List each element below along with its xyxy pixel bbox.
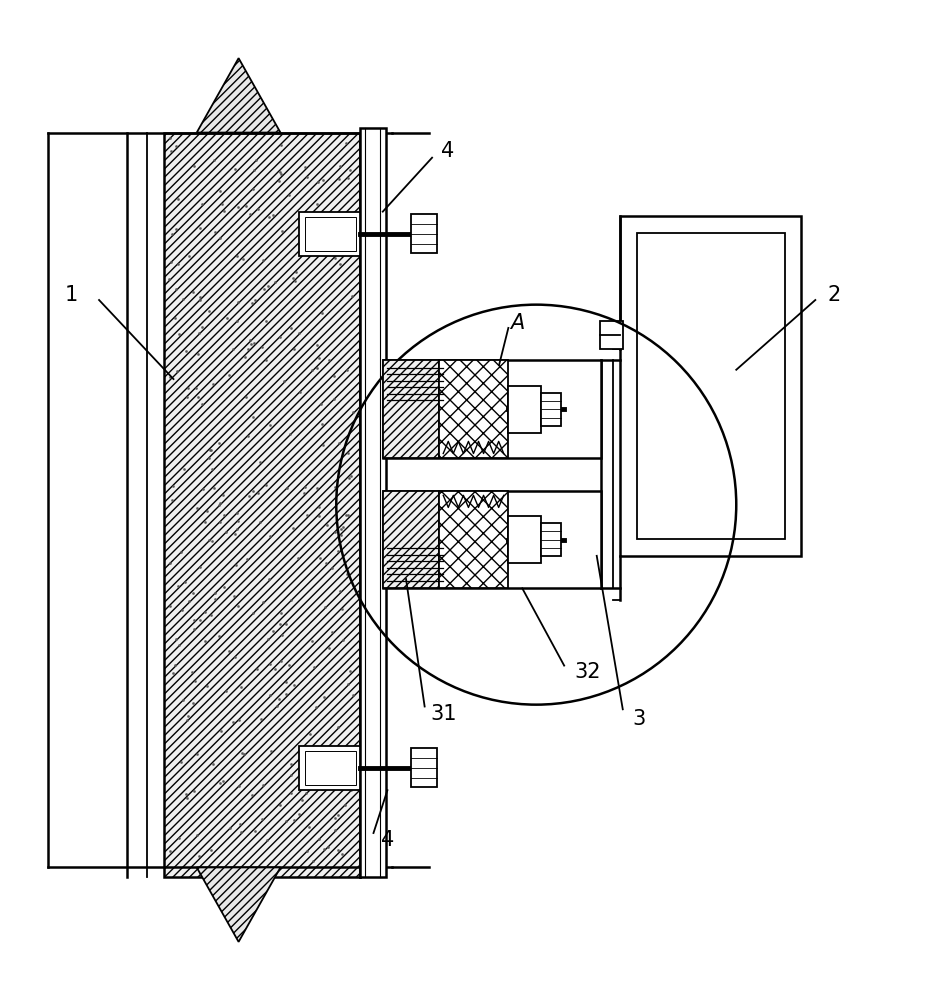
- Text: 3: 3: [632, 709, 646, 729]
- Bar: [508, 516, 541, 563]
- Bar: [299, 746, 359, 790]
- Bar: [305, 751, 355, 785]
- Bar: [383, 360, 439, 458]
- Bar: [359, 128, 385, 877]
- Text: A: A: [510, 313, 524, 333]
- Bar: [600, 321, 622, 349]
- Text: 31: 31: [430, 704, 456, 724]
- Bar: [636, 233, 785, 539]
- Bar: [299, 212, 359, 256]
- Bar: [541, 393, 562, 426]
- Bar: [508, 386, 541, 433]
- Polygon shape: [197, 867, 281, 942]
- Bar: [439, 491, 508, 588]
- Bar: [383, 360, 602, 458]
- Bar: [541, 523, 562, 556]
- Bar: [411, 748, 437, 787]
- Bar: [411, 214, 437, 253]
- Bar: [383, 491, 602, 588]
- Bar: [620, 216, 801, 556]
- Text: 4: 4: [381, 830, 394, 850]
- Text: 1: 1: [64, 285, 77, 305]
- Bar: [305, 217, 355, 251]
- Bar: [439, 360, 508, 458]
- Bar: [164, 133, 359, 877]
- Polygon shape: [197, 58, 281, 133]
- Text: 32: 32: [574, 662, 601, 682]
- Text: 4: 4: [441, 141, 454, 161]
- Bar: [383, 491, 439, 588]
- Text: 2: 2: [828, 285, 841, 305]
